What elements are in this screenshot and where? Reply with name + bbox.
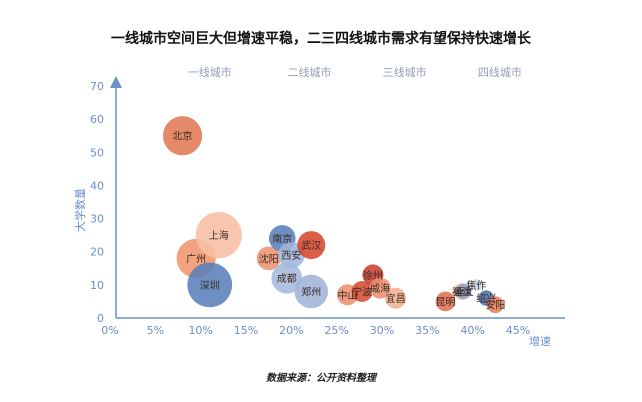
bubble-label: 遵义: [454, 285, 474, 298]
bubble-label: 郑州: [301, 285, 321, 298]
bubble-label: 昆明: [435, 296, 455, 308]
y-axis-label: 大学数量: [73, 188, 87, 232]
x-tick-label: 45%: [506, 324, 530, 337]
bubble: [470, 279, 482, 291]
tier-label: 二线城市: [287, 65, 331, 79]
data-source-note: 数据来源：公开资料整理: [266, 373, 376, 384]
bubble-label: 武汉: [301, 239, 321, 252]
x-tick-label: 40%: [460, 324, 484, 337]
chart-title: 一线城市空间巨大但增速平稳，二三四线城市需求有望保持快速增长: [111, 31, 531, 47]
x-tick-label: 10%: [188, 324, 212, 337]
bubble: [271, 262, 303, 294]
bubble: [256, 246, 281, 271]
y-tick-label: 20: [90, 246, 104, 259]
bubble: [455, 283, 472, 300]
y-tick-label: 40: [90, 179, 104, 192]
bubble-label: 安阳: [485, 299, 505, 312]
bubble: [297, 231, 326, 260]
bubble: [187, 262, 233, 308]
bubble: [435, 291, 456, 312]
y-tick-labels: 0 10 20 30 40 50 60 70: [90, 80, 104, 325]
x-tick-label: 0%: [101, 324, 118, 337]
tier-label: 四线城市: [478, 65, 522, 79]
bubble-label: 广州: [186, 253, 206, 265]
tier-label: 一线城市: [188, 65, 232, 79]
bubble: [351, 280, 373, 302]
bubble-label: 沈阳: [259, 252, 279, 265]
y-tick-label: 70: [90, 80, 104, 93]
bubble: [294, 274, 329, 309]
x-tick-label: 30%: [370, 324, 394, 337]
x-tick-label: 5%: [147, 324, 164, 337]
bubble-label: 南京: [272, 232, 292, 245]
bubble-label: 上海: [209, 229, 229, 242]
bubble-label: 威海: [370, 282, 390, 295]
x-tick-label: 35%: [415, 324, 439, 337]
bubble-label: 徐州: [363, 269, 383, 282]
x-tick-label: 20%: [279, 324, 303, 337]
bubble: [369, 277, 391, 299]
tier-label: 三线城市: [383, 65, 427, 79]
bubble-label: 宁波: [352, 285, 372, 298]
bubble: [385, 287, 407, 309]
bubble-label: 北京: [173, 130, 193, 143]
bubble-label: 中山: [338, 289, 358, 302]
bubble-label: 成都: [277, 273, 297, 285]
tier-labels: 一线城市 二线城市 三线城市 四线城市: [188, 65, 522, 79]
x-tick-label: 25%: [324, 324, 348, 337]
bubble: [195, 212, 242, 259]
bubble-label: 宜昌: [386, 292, 406, 305]
bubble: [162, 116, 203, 156]
y-tick-label: 60: [90, 113, 104, 126]
bubble-label: 福建: [452, 285, 472, 298]
bubble-label: 西安: [281, 249, 301, 262]
y-tick-label: 30: [90, 213, 104, 226]
x-axis-label: 增速: [529, 334, 551, 348]
bubble: [486, 296, 504, 314]
bubble-label: 深圳: [200, 280, 220, 292]
y-tick-label: 10: [90, 279, 104, 292]
y-tick-label: 0: [97, 312, 104, 325]
bubble-label: 焦作: [466, 279, 486, 292]
bubble-label: 绍兴: [476, 292, 496, 305]
x-tick-labels: 0% 5% 10% 15% 20% 25% 30% 35% 40% 45%: [101, 324, 530, 337]
axes: [110, 76, 565, 319]
x-tick-label: 15%: [234, 324, 258, 337]
y-tick-label: 50: [90, 146, 104, 159]
